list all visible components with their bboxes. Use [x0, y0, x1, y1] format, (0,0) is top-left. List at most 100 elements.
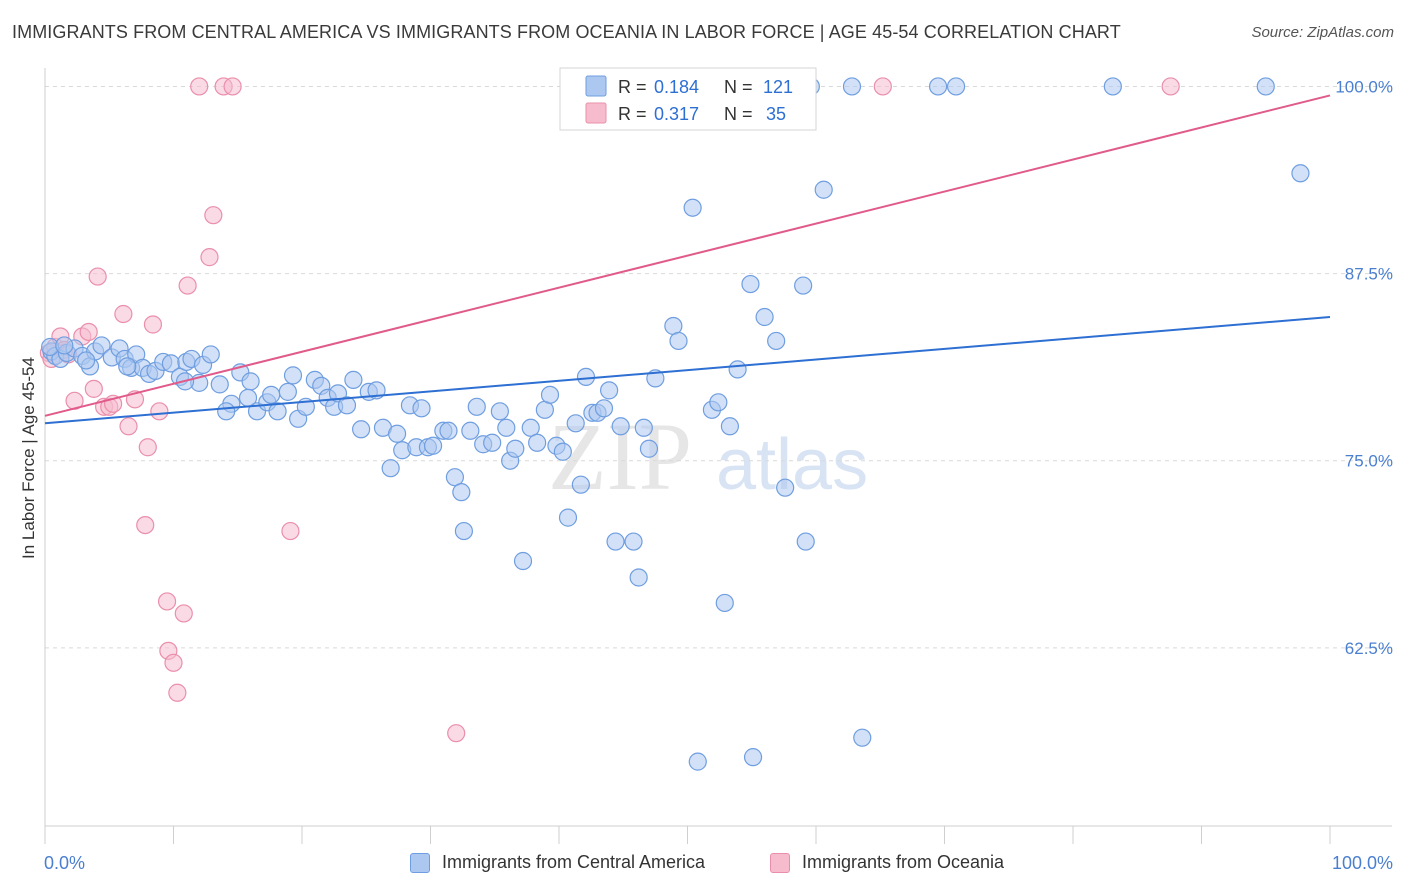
central-america-point-100 — [715, 593, 734, 613]
central-america-point-66 — [490, 402, 509, 421]
central-america-point-76 — [553, 442, 572, 461]
central-america-point-109 — [796, 532, 815, 551]
central-america-point-78 — [566, 414, 585, 433]
central-america-point-65 — [483, 433, 502, 452]
central-america-point-90 — [639, 439, 659, 458]
central-america-point-89 — [634, 418, 653, 437]
y-axis-label: In Labor Force | Age 45-54 — [19, 357, 38, 559]
central-america-point-85 — [606, 532, 625, 551]
oceania-point-27 — [200, 248, 219, 267]
central-america-point-86 — [611, 417, 630, 436]
central-america-point-84 — [600, 381, 619, 400]
central-america-point-58 — [439, 421, 458, 440]
central-america-point-102 — [728, 360, 747, 379]
central-america-point-72 — [528, 433, 547, 452]
central-america-trend-line — [44, 316, 1331, 425]
central-america-point-59 — [445, 468, 465, 487]
oceania-trend-line — [44, 94, 1331, 417]
central-america-point-33 — [268, 402, 287, 421]
oceania-point-32 — [281, 521, 300, 541]
legend-swatch-central-america — [410, 852, 430, 873]
oceania-point-26 — [178, 276, 197, 295]
central-america-point-62 — [461, 421, 480, 440]
chart-source: Source: ZipAtlas.com — [1251, 24, 1394, 41]
central-america-point-35 — [283, 366, 303, 385]
oceania-point-31 — [223, 77, 242, 96]
central-america-point-43 — [337, 396, 357, 415]
oceania-point-18 — [138, 438, 157, 457]
central-america-point-67 — [497, 418, 516, 437]
oceania-point-25 — [174, 604, 193, 623]
central-america-point-88 — [629, 568, 648, 587]
legend-item-oceania: Immigrants from Oceania — [770, 852, 1004, 873]
y-tick-label-1: 75.0% — [1345, 452, 1393, 471]
legend-swatch-oceania — [770, 852, 790, 873]
central-america-point-45 — [352, 420, 371, 439]
stats-legend: R = 0.184 N = 121 R = 0.317 N = 35 — [559, 67, 817, 131]
central-america-point-54 — [412, 399, 431, 418]
central-america-point-106 — [767, 331, 786, 351]
oceania-point-20 — [150, 402, 169, 421]
chart-title: IMMIGRANTS FROM CENTRAL AMERICA VS IMMIG… — [12, 22, 1121, 42]
central-america-point-121 — [77, 351, 96, 370]
central-america-point-96 — [683, 198, 702, 217]
y-tick-label-3: 100.0% — [1335, 77, 1393, 96]
central-america-point-23 — [201, 345, 220, 364]
central-america-point-94 — [669, 331, 688, 351]
oceania-point-8 — [79, 322, 98, 342]
central-america-point-124 — [238, 388, 258, 407]
oceania-point-19 — [143, 315, 163, 334]
central-america-point-44 — [344, 370, 363, 389]
central-america-point-115 — [946, 77, 966, 96]
oceania-point-21 — [157, 592, 177, 611]
central-america-point-111 — [814, 180, 833, 199]
central-america-points — [41, 77, 1310, 771]
central-america-point-63 — [467, 397, 486, 416]
central-america-point-113 — [853, 728, 872, 747]
central-america-point-112 — [842, 77, 862, 96]
oceania-point-15 — [119, 417, 138, 436]
central-america-point-83 — [594, 399, 614, 418]
legend-r-value-1: 0.184 — [654, 77, 699, 97]
central-america-point-50 — [387, 424, 407, 443]
legend-n-value-1: 121 — [763, 77, 793, 97]
legend-swatch-pink — [585, 102, 607, 124]
central-america-point-79 — [571, 475, 590, 494]
oceania-point-9 — [84, 379, 103, 398]
y-tick-label-0: 62.5% — [1345, 639, 1393, 658]
oceania-point-24 — [168, 683, 187, 702]
tick-labels: 62.5% 75.0% 87.5% 100.0% 0.0% 100.0% — [44, 77, 1393, 873]
central-america-point-107 — [776, 478, 795, 497]
oceania-point-23 — [164, 653, 183, 672]
oceania-point-35 — [1161, 77, 1180, 96]
central-america-point-61 — [454, 521, 474, 541]
central-america-point-34 — [278, 382, 297, 401]
central-america-point-74 — [540, 385, 560, 404]
central-america-point-103 — [741, 274, 760, 294]
oceania-point-29 — [190, 77, 209, 96]
central-america-point-118 — [1291, 164, 1310, 183]
central-america-point-114 — [928, 77, 948, 96]
central-america-point-49 — [381, 459, 400, 478]
legend-item-central-america: Immigrants from Central America — [410, 852, 705, 873]
central-america-point-69 — [506, 439, 525, 458]
central-america-point-25 — [210, 375, 229, 394]
x-tick-label-1: 100.0% — [1332, 853, 1393, 873]
central-america-point-105 — [755, 307, 774, 327]
central-america-point-77 — [558, 508, 578, 527]
oceania-point-14 — [114, 304, 133, 324]
central-america-point-87 — [624, 532, 643, 551]
central-america-point-70 — [513, 551, 533, 571]
central-america-point-117 — [1256, 77, 1275, 96]
central-america-point-8 — [92, 336, 111, 355]
legend-n-label-1: N = — [724, 77, 753, 97]
legend-r-label-1: R = — [618, 77, 647, 97]
oceania-point-34 — [873, 77, 892, 96]
central-america-point-32 — [262, 385, 281, 404]
legend-r-label-2: R = — [618, 104, 647, 124]
legend-r-value-2: 0.317 — [654, 104, 699, 124]
central-america-point-71 — [521, 418, 540, 437]
oceania-point-17 — [136, 515, 155, 535]
x-tick-label-0: 0.0% — [44, 853, 85, 873]
y-tick-label-2: 87.5% — [1345, 265, 1393, 284]
